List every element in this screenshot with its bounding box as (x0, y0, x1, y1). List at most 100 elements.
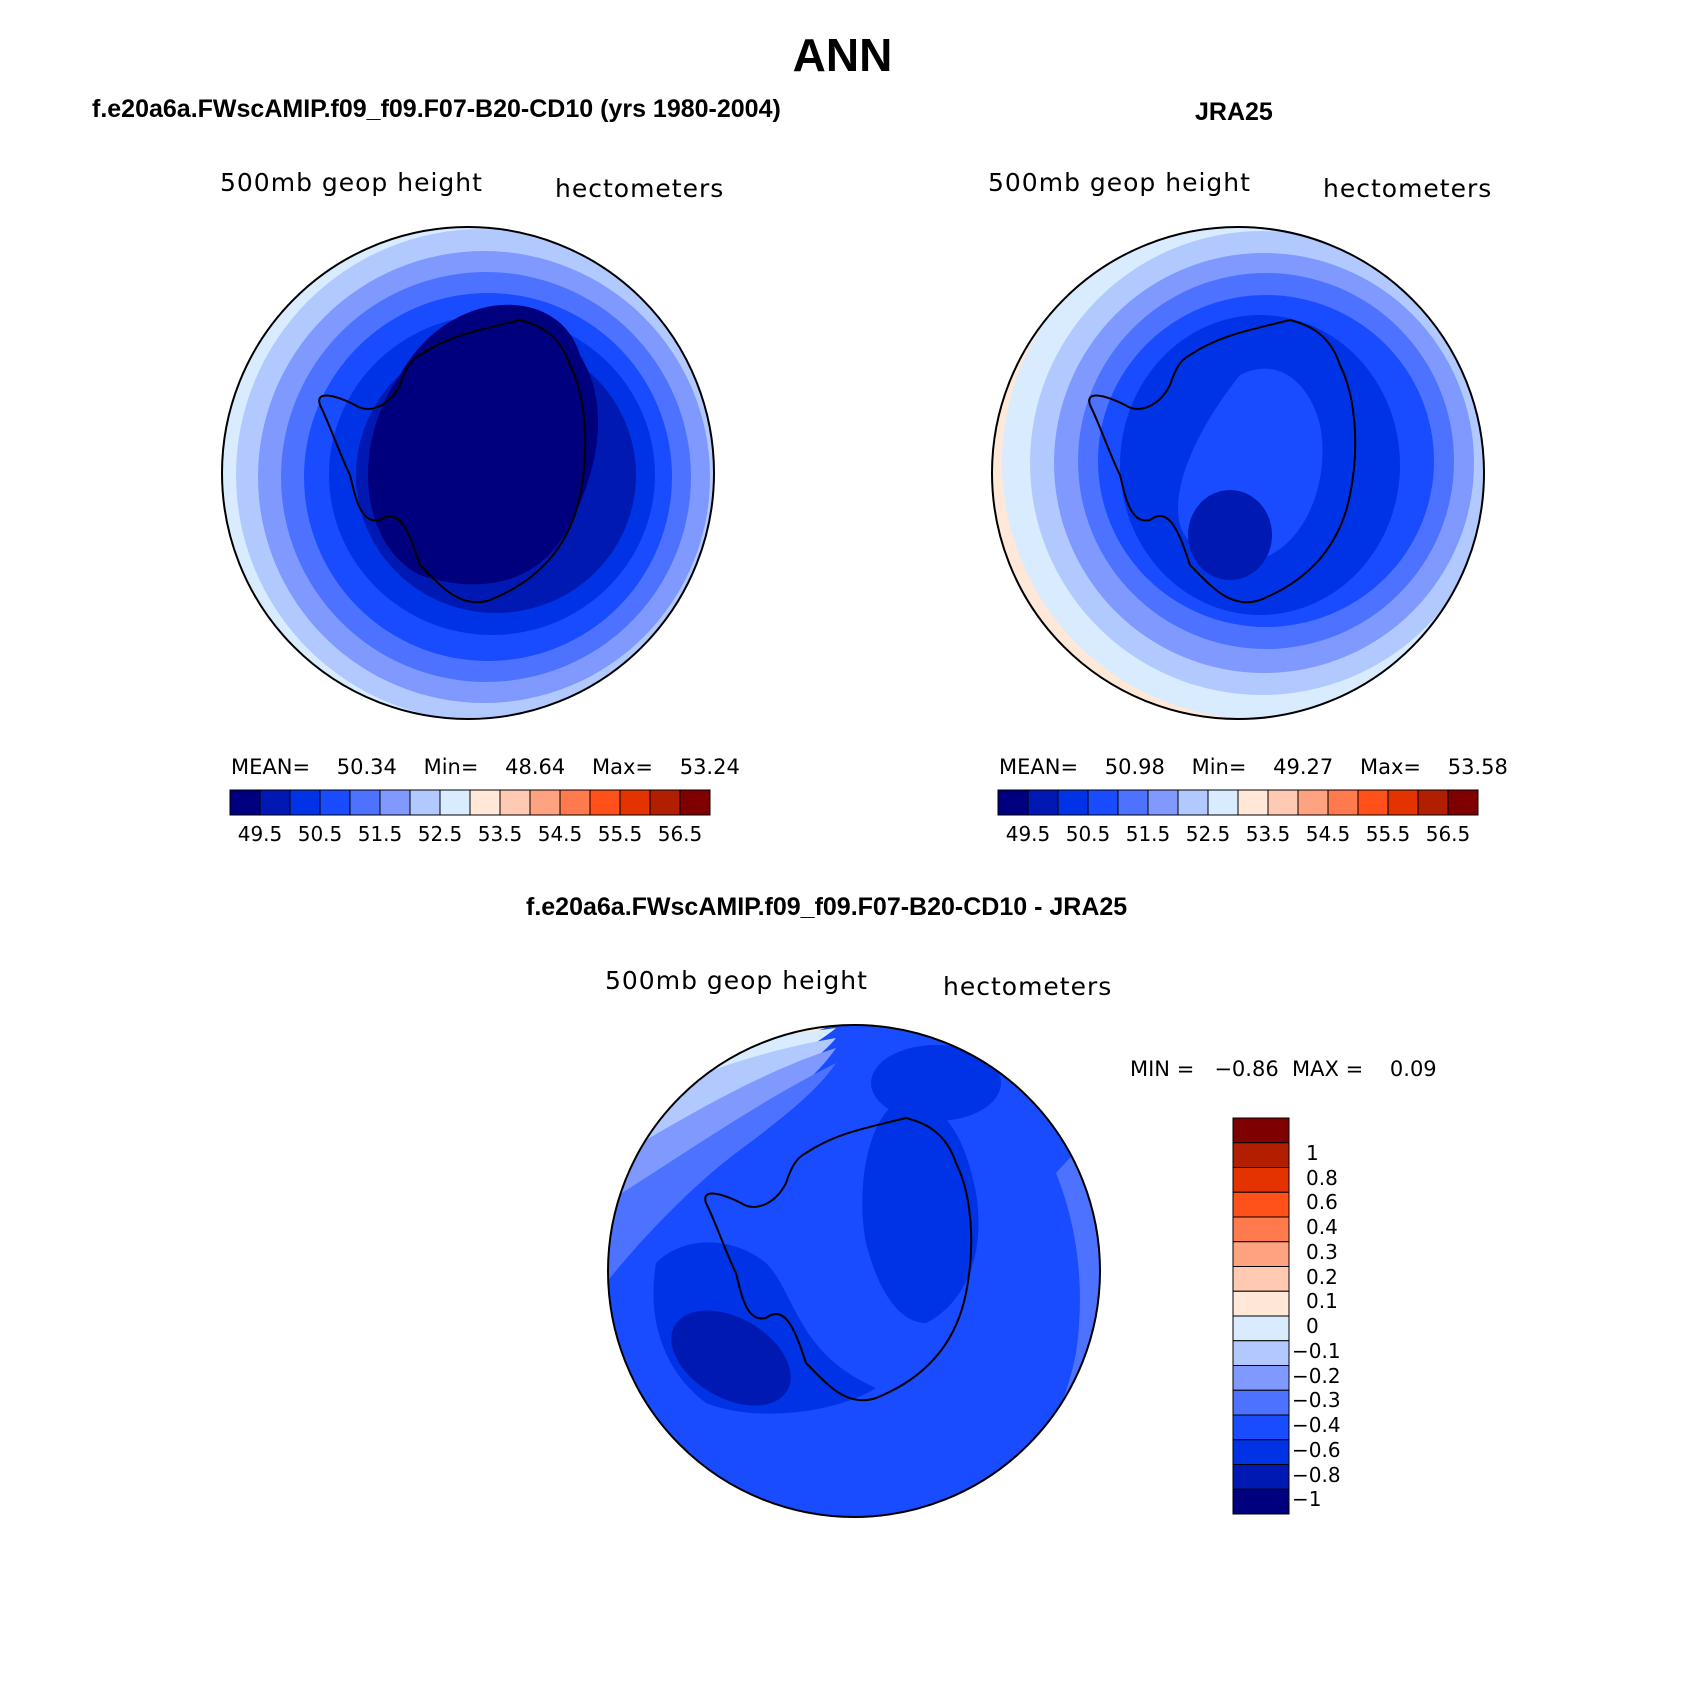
colorbar-swatch (1232, 1266, 1290, 1292)
colorbar-tick-label: 0.6 (1306, 1190, 1338, 1215)
panel-1-stats: MEAN= 50.34 Min= 48.64 Max= 53.24 (231, 755, 740, 779)
p3-low-core (671, 1310, 791, 1406)
colorbar-tick-label: 1 (1306, 1140, 1319, 1165)
colorbar-tick-label: 49.5 (237, 822, 283, 846)
colorbar-swatch (679, 789, 711, 816)
colorbar-swatch (1087, 789, 1119, 816)
colorbar-swatch (229, 789, 261, 816)
p1-mean-value: 50.34 (336, 755, 397, 779)
colorbar-tick-label: −0.1 (1292, 1338, 1341, 1363)
colorbar-tick-label: −0.4 (1292, 1413, 1341, 1437)
p1-min-value: 48.64 (505, 755, 566, 779)
colorbar-swatch (1232, 1340, 1290, 1366)
panel-3-variable: 500mb geop height (605, 966, 868, 995)
colorbar-swatch (1447, 789, 1479, 816)
colorbar-swatch (469, 789, 501, 816)
p3-antarctica-coastline (704, 1116, 973, 1402)
panel-3-colorbar (1232, 1117, 1290, 1515)
colorbar-tick-label: 54.5 (1305, 822, 1351, 846)
p3-min-value: −0.86 (1214, 1057, 1279, 1081)
colorbar-tick-label: 51.5 (1125, 822, 1171, 846)
colorbar-swatch (1027, 789, 1059, 816)
colorbar-tick-label: −0.6 (1292, 1437, 1341, 1462)
colorbar-tick-label: −0.8 (1292, 1462, 1341, 1487)
colorbar-swatch (1232, 1439, 1290, 1465)
p3-map-border (607, 1024, 1101, 1518)
colorbar-swatch (1387, 789, 1419, 816)
colorbar-swatch (1417, 789, 1449, 816)
colorbar-tick-label: −1 (1292, 1487, 1322, 1512)
p3-anom-east (862, 1101, 979, 1323)
colorbar-swatch (1232, 1464, 1290, 1490)
colorbar-swatch (289, 789, 321, 816)
colorbar-swatch (259, 789, 291, 816)
colorbar-swatch (499, 789, 531, 816)
colorbar-swatch (1207, 789, 1239, 816)
colorbar-swatch (379, 789, 411, 816)
panel-2-stats: MEAN= 50.98 Min= 49.27 Max= 53.58 (999, 755, 1508, 779)
colorbar-swatch (997, 789, 1029, 816)
colorbar-swatch (319, 789, 351, 816)
panel-1-colorbar (229, 789, 711, 816)
p2-mean-value: 50.98 (1104, 755, 1165, 779)
colorbar-tick-label: 50.5 (297, 822, 343, 846)
colorbar-swatch (1232, 1216, 1290, 1243)
colorbar-swatch (1232, 1389, 1290, 1416)
colorbar-swatch (1232, 1191, 1290, 1218)
colorbar-swatch (349, 789, 381, 816)
colorbar-swatch (1232, 1241, 1290, 1267)
p3-anom-northeast (871, 1045, 1001, 1121)
colorbar-tick-label: 50.5 (1065, 822, 1111, 846)
colorbar-tick-label: 54.5 (537, 822, 583, 846)
p1-max-value: 53.24 (679, 755, 740, 779)
colorbar-swatch (649, 789, 681, 816)
colorbar-tick-label: 51.5 (357, 822, 403, 846)
colorbar-tick-label: 0.2 (1306, 1264, 1338, 1289)
colorbar-swatch (619, 789, 651, 816)
p3-min-label: MIN = (1130, 1057, 1195, 1081)
p2-min-label: Min= (1191, 755, 1247, 779)
colorbar-swatch (1232, 1315, 1290, 1342)
p2-antarctica-coastline (1088, 318, 1357, 604)
colorbar-swatch (1357, 789, 1389, 816)
panel-1-variable: 500mb geop height (220, 168, 483, 197)
p3-max-value: 0.09 (1389, 1057, 1437, 1081)
colorbar-swatch (1232, 1488, 1290, 1515)
colorbar-tick-label: −0.2 (1292, 1363, 1341, 1388)
panel-3-colorbar-ticks: 1 0.8 0.6 0.4 0.3 0.2 0.1 0 −0.1 −0.2 −0.3 −0.4 −0.6… (1292, 1118, 1382, 1538)
panel-3-heading: f.e20a6a.FWscAMIP.f09_f09.F07-B20-CD10 -… (526, 893, 1128, 921)
colorbar-swatch (1147, 789, 1179, 816)
panel-2-variable: 500mb geop height (988, 168, 1251, 197)
colorbar-swatch (1232, 1142, 1290, 1168)
p1-max-label: Max= (591, 755, 653, 779)
colorbar-swatch (1232, 1167, 1290, 1193)
p2-max-label: Max= (1359, 755, 1421, 779)
colorbar-tick-label: 49.5 (1005, 822, 1051, 846)
p2-low-core (1188, 490, 1272, 580)
colorbar-tick-label: 0.8 (1306, 1165, 1338, 1190)
colorbar-swatch (1057, 789, 1089, 816)
p1-antarctica-coastline (318, 318, 587, 604)
colorbar-swatch (1117, 789, 1149, 816)
p3-max-label: MAX = (1292, 1057, 1364, 1081)
panel-3-map (607, 1024, 1101, 1518)
panel-2-units: hectometers (1323, 174, 1493, 203)
colorbar-swatch (439, 789, 471, 816)
colorbar-swatch (1267, 789, 1299, 816)
colorbar-tick-label: −0.3 (1292, 1388, 1341, 1413)
colorbar-tick-label: 0.3 (1306, 1239, 1338, 1264)
colorbar-tick-label: 52.5 (1185, 822, 1231, 846)
p1-map-border (221, 226, 715, 720)
p1-min-label: Min= (423, 755, 479, 779)
colorbar-swatch (1232, 1414, 1290, 1441)
colorbar-tick-label: 56.5 (1425, 822, 1471, 846)
p2-min-value: 49.27 (1273, 755, 1334, 779)
colorbar-tick-label: 0.1 (1306, 1289, 1338, 1314)
panel-1-heading: f.e20a6a.FWscAMIP.f09_f09.F07-B20-CD10 (… (92, 95, 781, 123)
figure-title: ANN (792, 29, 893, 81)
colorbar-swatch (1232, 1117, 1290, 1144)
p3-band-d (608, 1063, 836, 1283)
p2-max-value: 53.58 (1447, 755, 1508, 779)
colorbar-swatch (1177, 789, 1209, 816)
colorbar-swatch (1232, 1290, 1290, 1317)
